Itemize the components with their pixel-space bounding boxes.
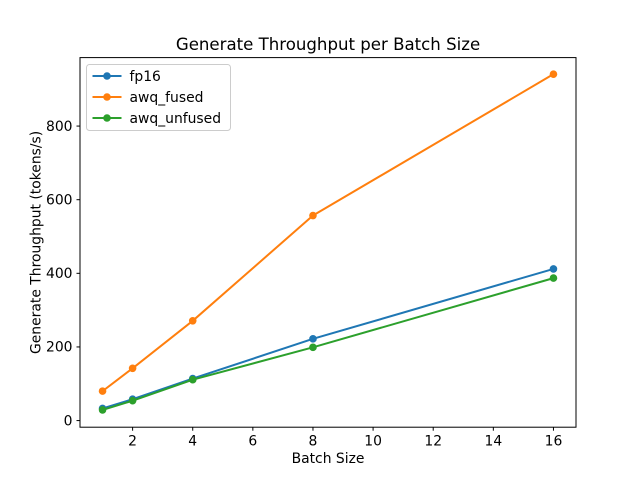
data-point-awq_unfused-batch-8 bbox=[309, 343, 317, 352]
y-tick-label: 0 bbox=[64, 413, 73, 429]
y-tick-label: 200 bbox=[46, 340, 73, 356]
x-tick-label: 16 bbox=[545, 434, 563, 450]
data-point-awq_unfused-batch-4 bbox=[188, 375, 197, 384]
legend-marker-awq_unfused bbox=[103, 114, 111, 122]
data-point-awq_fused-batch-1 bbox=[98, 387, 107, 395]
legend-layer: fp16 awq_fused awq_unfused bbox=[86, 64, 231, 131]
x-tick-label: 12 bbox=[424, 434, 442, 450]
x-tick-label: 14 bbox=[484, 434, 502, 450]
y-axis-label: Generate Throughput (tokens/s) bbox=[29, 131, 45, 354]
data-point-fp16-batch-16 bbox=[549, 265, 558, 273]
x-tick-label: 6 bbox=[248, 434, 257, 450]
legend-marker-fp16 bbox=[103, 72, 111, 80]
legend-marker-awq_fused bbox=[103, 93, 111, 101]
chart-title: Generate Throughput per Batch Size bbox=[176, 35, 480, 54]
legend-label-fp16: fp16 bbox=[130, 69, 161, 85]
legend-box bbox=[86, 64, 231, 131]
y-tick-label: 400 bbox=[46, 266, 73, 282]
data-point-awq_fused-batch-8 bbox=[309, 211, 317, 220]
data-point-awq_unfused-batch-16 bbox=[549, 274, 558, 282]
axes-layer: 2 4 6 8 10 12 14 16 0 200 400 600 800 bbox=[46, 57, 577, 450]
data-point-awq_fused-batch-16 bbox=[549, 70, 558, 78]
legend-label-awq_fused: awq_fused bbox=[130, 90, 204, 106]
data-point-fp16-batch-8 bbox=[309, 335, 317, 343]
data-point-awq_fused-batch-4 bbox=[188, 317, 197, 325]
y-tick-label: 600 bbox=[46, 192, 73, 208]
x-axis-label: Batch Size bbox=[292, 451, 365, 467]
legend-label-awq_unfused: awq_unfused bbox=[130, 111, 222, 127]
data-point-awq_unfused-batch-1 bbox=[98, 406, 107, 414]
series-layer bbox=[98, 70, 558, 414]
data-point-awq_unfused-batch-2 bbox=[128, 396, 137, 405]
x-tick-label: 8 bbox=[309, 434, 318, 450]
y-tick-label: 800 bbox=[46, 119, 73, 135]
x-tick-label: 4 bbox=[188, 434, 197, 450]
data-point-awq_fused-batch-2 bbox=[128, 364, 137, 373]
x-tick-label: 2 bbox=[128, 434, 137, 450]
plot-border bbox=[79, 57, 577, 428]
x-tick-label: 10 bbox=[364, 434, 382, 450]
